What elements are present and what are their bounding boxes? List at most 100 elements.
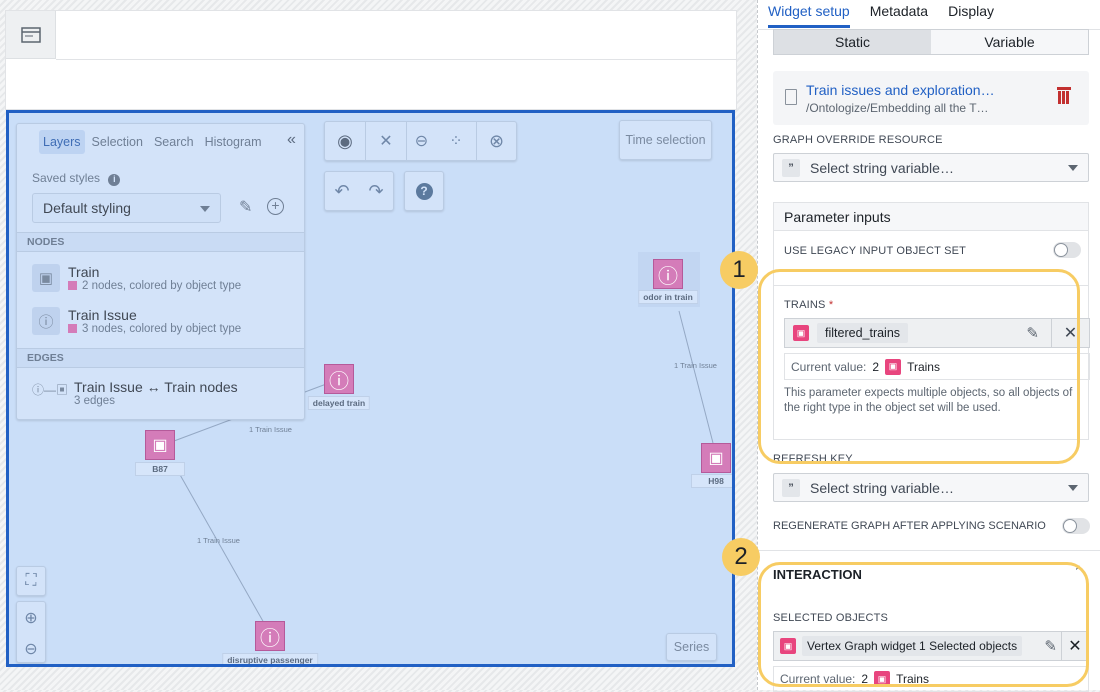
edit-icon[interactable]: ✎ xyxy=(1026,325,1039,342)
regenerate-toggle[interactable] xyxy=(1062,518,1090,534)
widget-header-card xyxy=(5,10,737,110)
tab-layers[interactable]: Layers xyxy=(39,130,85,154)
resource-path: /Ontologize/Embedding all the T… xyxy=(806,101,989,115)
layer-name: Train Issue ↔ Train nodes xyxy=(74,379,238,395)
node-label: B87 xyxy=(135,462,185,476)
node-odor-in-train[interactable]: ⓘ xyxy=(653,259,683,289)
callout-badge-2: 2 xyxy=(722,538,760,576)
edge xyxy=(178,472,265,624)
select-icon[interactable]: ◉ xyxy=(337,130,353,151)
train-icon: ▣ xyxy=(32,264,60,292)
resource-card: Train issues and exploration… /Ontologiz… xyxy=(773,71,1089,125)
tab-histogram[interactable]: Histogram xyxy=(204,135,262,149)
layer-name: Train xyxy=(68,264,100,280)
callout-badge-1: 1 xyxy=(720,251,758,289)
remove-icon[interactable]: ⊗ xyxy=(476,122,516,160)
node-label: disruptive passenger xyxy=(222,653,318,664)
required-marker: * xyxy=(828,299,834,311)
tab-search[interactable]: Search xyxy=(153,135,194,149)
graph-override-select[interactable]: ” Select string variable… xyxy=(773,153,1089,182)
widget-icon[interactable] xyxy=(6,11,56,59)
help-text: This parameter expects multiple objects,… xyxy=(784,387,1073,414)
redo-icon[interactable]: ↷ xyxy=(368,180,384,201)
edit-icon[interactable]: ✎ xyxy=(239,199,253,216)
style-select[interactable]: Default styling xyxy=(32,193,221,223)
path-icon[interactable]: ⊖ xyxy=(406,122,436,160)
layer-desc: 3 edges xyxy=(74,395,115,407)
layers-panel: Layers Selection Search Histogram « Save… xyxy=(16,123,305,420)
collapse-icon[interactable]: « xyxy=(287,131,296,148)
expand-icon[interactable]: ✕ xyxy=(365,122,406,160)
fit-view-icon[interactable]: ⛶ xyxy=(16,566,46,596)
layout-icon[interactable]: ⁘ xyxy=(449,133,463,150)
graph-canvas[interactable]: 1 Train Issue 1 Train Issue 1 Train Issu… xyxy=(6,110,735,667)
undo-icon[interactable]: ↶ xyxy=(334,180,350,201)
file-icon xyxy=(785,89,797,105)
layer-node-train[interactable]: ▣ Train 2 nodes, colored by object type xyxy=(32,264,241,292)
trains-label: TRAINS xyxy=(784,299,826,311)
tab-widget-setup[interactable]: Widget setup xyxy=(768,3,850,28)
help-icon: ? xyxy=(415,182,433,200)
node-disruptive-passenger[interactable]: ⓘ xyxy=(255,621,285,651)
edges-header: EDGES xyxy=(17,348,304,368)
train-icon: ▣ xyxy=(793,325,809,341)
callout-ring-1 xyxy=(758,269,1080,464)
edit-icon[interactable]: ✎ xyxy=(1044,638,1057,655)
node-h98[interactable]: ▣ xyxy=(701,443,731,473)
edge-type-icon: ⓘ—▣ xyxy=(32,383,69,397)
info-icon: i xyxy=(108,174,121,186)
selected-objects-input[interactable]: ▣ Vertex Graph widget 1 Selected objects … xyxy=(773,631,1089,661)
static-button[interactable]: Static xyxy=(774,30,931,54)
layer-desc: 3 nodes, colored by object type xyxy=(82,323,242,335)
edge xyxy=(678,310,714,444)
edge-label: 1 Train Issue xyxy=(249,425,292,434)
tab-metadata[interactable]: Metadata xyxy=(869,3,929,19)
callout-ring-2 xyxy=(758,562,1089,687)
series-button[interactable]: Series xyxy=(666,633,717,661)
mode-toggle: Static Variable xyxy=(773,29,1089,55)
trains-input[interactable]: ▣ filtered_trains ✎ ✕ xyxy=(784,318,1090,348)
layer-desc: 2 nodes, colored by object type xyxy=(82,280,242,292)
graph-override-label: GRAPH OVERRIDE RESOURCE xyxy=(773,134,943,146)
refresh-key-select[interactable]: ” Select string variable… xyxy=(773,473,1089,502)
trash-icon[interactable] xyxy=(1057,87,1071,105)
node-label: H98 xyxy=(691,474,732,488)
saved-styles-label: Saved styles xyxy=(32,171,101,185)
parameter-inputs-section: Parameter inputs USE LEGACY INPUT OBJECT… xyxy=(773,202,1090,440)
current-value: Current value: 2 ▣ Trains xyxy=(784,353,1090,380)
resource-title[interactable]: Train issues and exploration… xyxy=(806,82,995,98)
node-b87[interactable]: ▣ xyxy=(145,430,175,460)
edge-label: 1 Train Issue xyxy=(674,361,717,370)
legacy-toggle[interactable] xyxy=(1053,242,1081,258)
node-delayed-train[interactable]: ⓘ xyxy=(324,364,354,394)
add-icon[interactable]: + xyxy=(267,198,284,215)
edge-label: 1 Train Issue xyxy=(197,536,240,545)
trains-chip: filtered_trains xyxy=(817,323,909,343)
quote-icon: ” xyxy=(782,158,800,177)
parameter-inputs-header: Parameter inputs xyxy=(774,203,1088,231)
graph-toolbar: ◉ ✕ ⊖ ⁘ ⊗ xyxy=(324,121,517,161)
clear-icon[interactable]: ✕ xyxy=(1051,319,1089,347)
regenerate-label: REGENERATE GRAPH AFTER APPLYING SCENARIO xyxy=(773,520,1046,532)
time-selection-button[interactable]: Time selection xyxy=(619,120,712,160)
refresh-key-label: REFRESH KEY xyxy=(773,453,853,463)
selected-objects-label: SELECTED OBJECTS xyxy=(773,612,889,624)
zoom-in-icon[interactable]: ⊕ xyxy=(24,609,38,627)
variable-button[interactable]: Variable xyxy=(931,30,1088,54)
history-toolbar: ↶ ↷ xyxy=(324,171,394,211)
node-label: odor in train xyxy=(638,290,698,304)
zoom-controls: ⊕ ⊖ xyxy=(16,601,46,663)
zoom-out-icon[interactable]: ⊖ xyxy=(24,640,38,658)
tab-selection[interactable]: Selection xyxy=(91,135,143,149)
alert-icon: ⓘ xyxy=(32,307,60,335)
layer-edge[interactable]: ⓘ—▣ Train Issue ↔ Train nodes 3 edges xyxy=(32,379,238,407)
clear-icon[interactable]: ✕ xyxy=(1061,632,1088,660)
divider xyxy=(56,59,736,60)
layer-node-train-issue[interactable]: ⓘ Train Issue 3 nodes, colored by object … xyxy=(32,307,241,335)
tab-display[interactable]: Display xyxy=(948,3,994,19)
node-label: delayed train xyxy=(307,396,371,410)
help-button[interactable]: ? xyxy=(404,171,444,211)
interaction-header: INTERACTION xyxy=(773,567,862,582)
nodes-header: NODES xyxy=(17,232,304,252)
layer-name: Train Issue xyxy=(68,307,137,323)
